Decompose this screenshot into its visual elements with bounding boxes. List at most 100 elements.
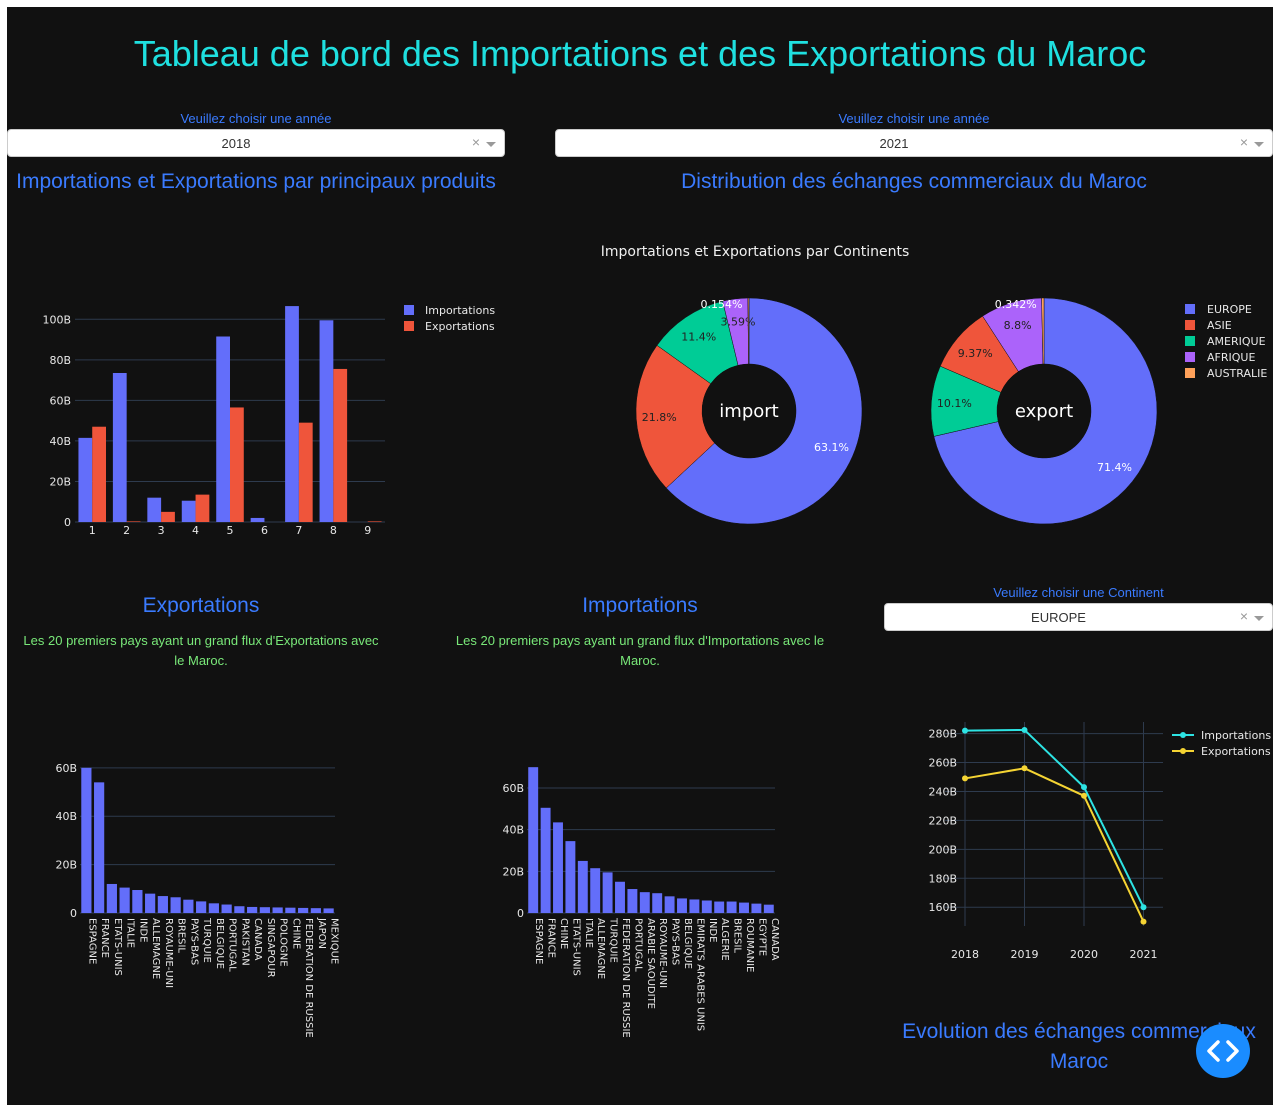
x-tick-label: ALLEMAGNE [595,918,606,979]
bar-country [298,907,309,913]
bar-country [106,883,117,913]
x-tick-label: CHINE [290,918,301,949]
chevron-down-icon[interactable] [1254,616,1264,621]
bar-country [310,908,321,913]
bar-country [196,901,207,913]
year-dropdown-right[interactable]: 2021 × [555,129,1273,157]
x-tick-label: FEDERATION DE RUSSIE [303,918,314,1038]
x-tick-label: FEDERATION DE RUSSIE [620,918,631,1038]
pie-value-label: 0.154% [700,298,742,311]
y-tick-label: 0 [517,907,524,920]
y-tick-label: 0 [70,907,77,920]
series-point [1140,904,1147,911]
bar-country [94,782,105,913]
x-tick-label: ITALIE [125,918,136,948]
bar-country [540,807,551,913]
continent-dropdown-label: Veuillez choisir une Continent [993,585,1164,600]
x-tick-label: 2021 [1130,948,1158,961]
legend-label: AUSTRALIE [1207,367,1267,380]
bar-country [726,901,737,913]
bar-country [739,902,749,913]
clear-icon[interactable]: × [1239,608,1248,624]
continents-pie-charts: Importations et Exportations par Contine… [601,244,1267,525]
x-tick-label: INDE [707,918,718,942]
bar-importations [112,372,127,522]
x-tick-label: 4 [192,524,199,537]
x-tick-label: FRANCE [546,918,557,958]
x-tick-label: CANADA [252,918,263,961]
bar-exportations [298,422,313,522]
clear-icon[interactable]: × [1239,134,1248,150]
exports-subtitle: Les 20 premiers pays ayant un grand flux… [23,633,379,668]
continent-dropdown[interactable]: EUROPE × [884,603,1273,631]
x-tick-label: PORTUGAL [227,918,238,972]
y-tick-label: 40B [55,810,77,823]
bar-importations [78,437,93,522]
x-tick-label: ESPAGNE [533,918,544,964]
x-tick-label: 2019 [1011,948,1039,961]
x-tick-label: ROYAUME-UNI [163,918,174,988]
debug-menu-button[interactable] [1196,1024,1250,1078]
x-tick-label: CANADA [769,918,780,961]
x-tick-label: 3 [158,524,165,537]
continent-dropdown-value: EUROPE [1031,610,1086,625]
legend-swatch [1185,352,1195,362]
imports-subtitle: Les 20 premiers pays ayant un grand flux… [455,633,825,668]
bar-exportations [161,511,175,522]
imports-countries-bar-chart: 0 20B 40B 60B ESPAGNE FRANCE CHINE ETATS-UNIS IT… [502,767,780,1038]
bar-country [272,907,283,913]
series-point [962,775,968,782]
x-tick-label: ESPAGNE [86,918,97,964]
series-point [1021,726,1028,733]
x-tick-label: EMIRATS ARABES UNIS [694,918,705,1031]
bar-country [714,901,725,913]
y-tick-label: 220B [928,814,957,827]
bar-country [81,767,92,913]
y-tick-label: 260B [928,757,957,770]
x-tick-label: 8 [330,524,337,537]
bar-country [751,903,762,913]
x-tick-label: PORTUGAL [632,918,643,972]
x-tick-label: 2018 [951,948,979,961]
legend-label: Exportations [1201,745,1271,758]
x-tick-label: BRESIL [176,918,187,953]
bar-exportations [333,368,348,522]
x-tick-label: ROUMANIE [744,918,755,972]
bar-country [565,841,576,913]
bar-country [602,872,613,913]
x-tick-label: ITALIE [583,918,594,948]
y-tick-label: 280B [928,728,957,741]
series-point [1021,765,1028,772]
pie-value-label: 3.59% [721,316,756,329]
chart-title: Importations et Exportations par Contine… [601,244,910,260]
x-tick-label: 2020 [1070,948,1098,961]
year-dropdown-right-value: 2021 [879,136,909,151]
bar-country [259,907,270,913]
legend-swatch [1185,336,1195,346]
bar-country [528,767,539,913]
bar-importations [181,500,196,522]
x-tick-label: 6 [261,524,268,537]
y-tick-label: 20B [49,475,71,488]
bar-exportations [367,521,382,522]
bar-country [247,906,258,913]
legend-label: AMERIQUE [1207,335,1266,348]
series-line-importations [964,728,1145,908]
series-point [1140,918,1147,925]
chevron-down-icon[interactable] [1254,142,1264,147]
y-tick-label: 0 [64,516,71,529]
x-tick-label: PAYS-BAS [188,918,199,965]
clear-icon[interactable]: × [471,134,480,150]
pie-value-label: 0.342% [995,298,1037,311]
y-tick-label: 60B [49,394,71,407]
products-bar-chart: 0 20B 40B 60B 80B 100B 1 2 3 4 5 6 7 8 9 Importations Ex… [42,304,495,537]
x-tick-label: BRESIL [732,918,743,953]
x-tick-label: SINGAPOUR [265,918,276,978]
chevron-down-icon[interactable] [486,142,496,147]
legend-label: EUROPE [1207,303,1252,316]
year-dropdown-left[interactable]: 2018 × [7,129,505,157]
pie-value-label: 71.4% [1097,461,1132,474]
x-tick-label: TURQUIE [608,917,619,963]
bar-country [170,897,181,913]
page-title: Tableau de bord des Importations et des … [133,33,1147,74]
